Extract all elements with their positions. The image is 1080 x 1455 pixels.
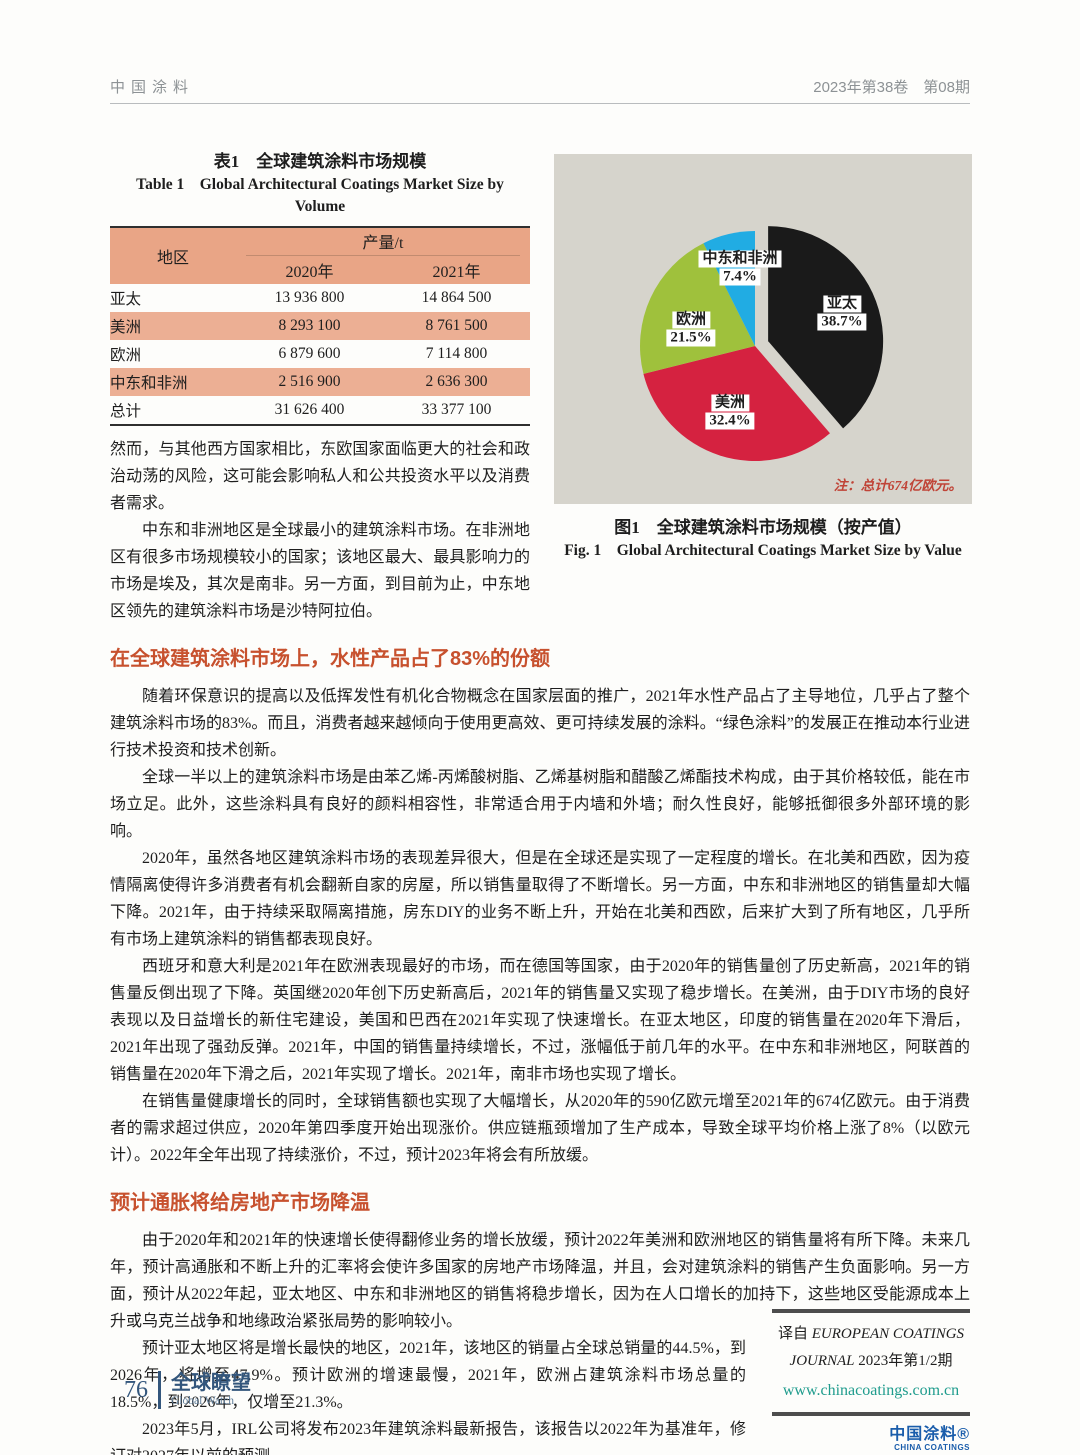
col-header-output: 产量/t (236, 227, 530, 256)
section-heading-inflation: 预计通胀将给房地产市场降温 (110, 1192, 370, 1214)
logo-text-cn: 中国涂料® (889, 1426, 970, 1443)
table-cell: 中东和非洲 (110, 375, 188, 392)
figure-block: 亚太 38.7% 美洲 32.4% 欧洲 21.5% 中东和非洲 7.4% 注：… (554, 150, 972, 625)
table-cell: 14 864 500 (421, 289, 492, 306)
running-header: 中国涂料 2023年第38卷 第08期 (110, 0, 970, 104)
section1-paragraph-4: 西班牙和意大利是2021年在欧洲表现最好的市场，而在德国等国家，由于2020年的… (110, 958, 970, 1083)
table-cell: 2 516 900 (278, 373, 341, 390)
market-size-table: 地区 产量/t 2020年 2021年 亚太 13 936 800 14 864 5… (110, 226, 530, 426)
pie-label-europe: 欧洲 21.5% (666, 311, 716, 347)
section1-paragraph-3: 2020年，虽然各地区建筑涂料市场的表现差异很大，但是在全球还是实现了一定程度的… (110, 850, 970, 948)
bottom-row: 预计亚太地区将是增长最快的地区，2021年，该地区的销量占全球总销量的44.5%… (110, 1309, 970, 1455)
section2-paragraph-3: 2023年5月，IRL公司将发布2023年建筑涂料最新报告，该报告以2022年为… (110, 1421, 746, 1455)
market-table-body: 亚太 13 936 800 14 864 500 美洲 8 293 100 8 761 5… (110, 284, 530, 425)
table-cell: 2 636 300 (425, 373, 488, 390)
section2-paragraph-2: 预计亚太地区将是增长最快的地区，2021年，该地区的销量占全球总销量的44.5%… (110, 1340, 746, 1411)
top-row: 表1 全球建筑涂料市场规模 Table 1 Global Architectur… (110, 150, 972, 625)
table-block: 表1 全球建筑涂料市场规模 Table 1 Global Architectur… (110, 150, 530, 625)
translation-source: 译自 EUROPEAN COATINGS JOURNAL 2023年第1/2期 (777, 1326, 965, 1369)
journal-name: 中国涂料 (110, 79, 195, 96)
table-row: 美洲 8 293 100 8 761 500 (110, 312, 530, 340)
bottom-text-column: 预计亚太地区将是增长最快的地区，2021年，该地区的销量占全球总销量的44.5%… (110, 1335, 746, 1455)
website-url[interactable]: www.chinacoatings.com.cn (782, 1382, 960, 1399)
pie-label-asia-pacific: 亚太 38.7% (817, 295, 867, 331)
table-cell: 6 879 600 (278, 345, 341, 362)
table-title-cn: 表1 全球建筑涂料市场规模 (213, 152, 427, 171)
footer-divider-bar (158, 1371, 161, 1409)
table-cell: 总计 (110, 403, 142, 420)
pie-label-mea: 中东和非洲 7.4% (698, 250, 782, 286)
col-header-2020: 2020年 (285, 264, 334, 281)
table-cell: 31 626 400 (274, 401, 345, 418)
intro-paragraph-1: 然而，与其他西方国家相比，东欧国家面临更大的社会和政治动荡的风险，这可能会影响私… (110, 441, 530, 512)
table-cell: 7 114 800 (425, 345, 488, 362)
divider-top (772, 1309, 970, 1313)
table-title-en-line1: Table 1 Global Architectural Coatings Ma… (136, 176, 504, 193)
table-head: 地区 产量/t 2020年 2021年 (110, 227, 530, 284)
source-journal-name: EUROPEAN COATINGS JOURNAL (789, 1326, 965, 1369)
column-title-en: Global Watch (171, 1395, 235, 1407)
section1-paragraph-2: 全球一半以上的建筑涂料市场是由苯乙烯-丙烯酸树脂、乙烯基树脂和醋酸乙烯酯技术构成… (110, 769, 970, 840)
section-heading-waterborne: 在全球建筑涂料市场上，水性产品占了83%的份额 (110, 648, 551, 670)
pie-label-americas: 美洲 32.4% (705, 394, 755, 430)
table-cell: 亚太 (110, 291, 142, 308)
page-number: 76 (124, 1376, 148, 1403)
table-cell: 8 293 100 (278, 317, 341, 334)
col-header-region: 地区 (156, 250, 189, 267)
translation-source-block: 译自 EUROPEAN COATINGS JOURNAL 2023年第1/2期 … (772, 1309, 970, 1453)
figure-caption-cn: 图1 全球建筑涂料市场规模（按产值） (614, 518, 912, 537)
section2-paragraph-1: 由于2020年和2021年的快速增长使得翻修业务的增长放缓，预计2022年美洲和… (110, 1232, 970, 1330)
section1-paragraph-1: 随着环保意识的提高以及低挥发性有机化合物概念在国家层面的推广，2021年水性产品… (110, 688, 970, 759)
intro-paragraph-2: 中东和非洲地区是全球最小的建筑涂料市场。在非洲地区有很多市场规模较小的国家；该地… (110, 522, 530, 620)
table-row: 总计 31 626 400 33 377 100 (110, 396, 530, 425)
table-cell: 13 936 800 (274, 289, 345, 306)
table-cell: 欧洲 (110, 347, 142, 364)
figure-caption-en: Fig. 1 Global Architectural Coatings Mar… (564, 542, 962, 559)
table-title-en-line2: Volume (294, 198, 346, 215)
page-footer: 76 全球瞭望 Global Watch (124, 1371, 251, 1409)
column-title-cn: 全球瞭望 (171, 1372, 251, 1394)
divider-bottom (772, 1412, 970, 1416)
pie-svg (640, 226, 884, 461)
col-header-2021: 2021年 (432, 264, 481, 281)
table-cell: 8 761 500 (425, 317, 488, 334)
table-row: 中东和非洲 2 516 900 2 636 300 (110, 368, 530, 396)
issue-info: 2023年第38卷 第08期 (813, 79, 970, 96)
china-coatings-logo: 中国涂料® CHINA COATINGS (772, 1416, 970, 1453)
table-cell: 美洲 (110, 319, 142, 336)
table-row: 欧洲 6 879 600 7 114 800 (110, 340, 530, 368)
table-row: 亚太 13 936 800 14 864 500 (110, 284, 530, 312)
pie-chart: 亚太 38.7% 美洲 32.4% 欧洲 21.5% 中东和非洲 7.4% 注：… (554, 154, 972, 504)
section1-paragraph-5: 在销售量健康增长的同时，全球销售额也实现了大幅增长，从2020年的590亿欧元增… (110, 1093, 970, 1164)
logo-text-en: CHINA COATINGS (894, 1443, 970, 1452)
chart-total-note: 注：总计674亿欧元。 (833, 478, 962, 493)
table-cell: 33 377 100 (421, 401, 492, 418)
